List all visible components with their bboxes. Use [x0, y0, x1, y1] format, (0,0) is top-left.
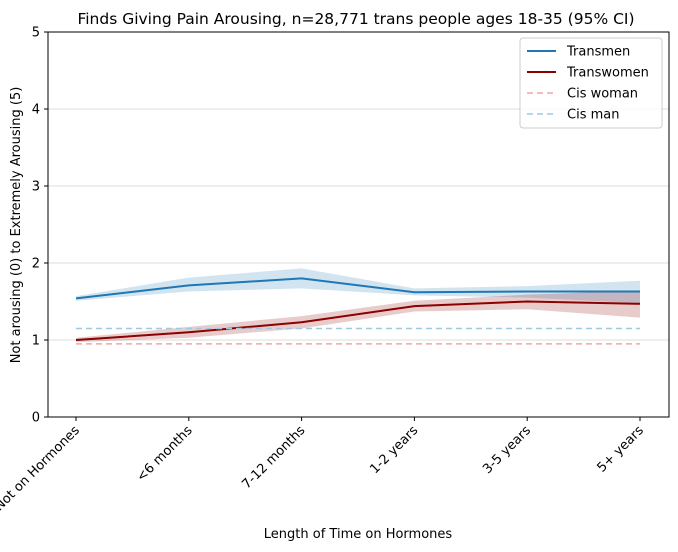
- x-tick-label: Not on Hormones: [0, 423, 83, 514]
- legend-label-transmen: Transmen: [566, 45, 630, 60]
- x-tick-label: <6 months: [134, 423, 196, 485]
- series-lines: [75, 277, 641, 345]
- x-tick-label: 7-12 months: [239, 423, 308, 492]
- x-tick-label: 5+ years: [594, 423, 647, 476]
- legend-label-cis-man: Cis man: [567, 108, 619, 123]
- y-axis: 0 1 2 3 4 5: [32, 26, 48, 426]
- y-axis-label: Not arousing (0) to Extremely Arousing (…: [9, 87, 24, 364]
- y-tick-label: 0: [32, 411, 40, 426]
- transwomen-line: [75, 300, 641, 341]
- y-tick-label: 2: [32, 257, 40, 272]
- legend: Transmen Transwomen Cis woman Cis man: [519, 37, 663, 129]
- y-tick-label: 1: [32, 334, 40, 349]
- confidence-bands: [76, 268, 640, 343]
- chart-title: Finds Giving Pain Arousing, n=28,771 tra…: [77, 10, 634, 28]
- legend-box: [519, 37, 663, 129]
- legend-label-cis-woman: Cis woman: [567, 87, 638, 102]
- y-tick-label: 5: [32, 26, 40, 41]
- y-tick-label: 4: [32, 103, 40, 118]
- plot-frame: [47, 31, 670, 418]
- legend-label-transwomen: Transwomen: [566, 66, 649, 81]
- x-tick-label: 3-5 years: [480, 423, 534, 477]
- x-tick-label: 1-2 years: [367, 423, 421, 477]
- y-tick-label: 3: [32, 180, 40, 195]
- x-axis: Not on Hormones <6 months 7-12 months 1-2 y…: [0, 417, 647, 514]
- transmen-line: [75, 277, 640, 300]
- x-axis-label: Length of Time on Hormones: [264, 527, 453, 542]
